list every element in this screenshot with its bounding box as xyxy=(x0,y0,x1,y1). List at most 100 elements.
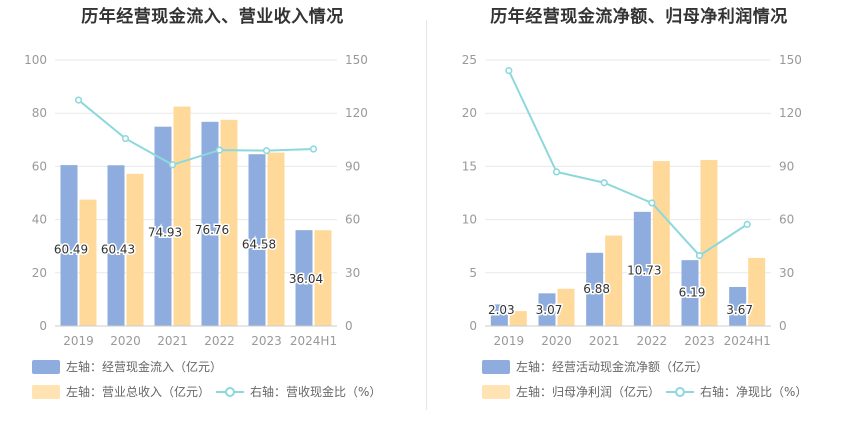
legend-item-profit[interactable]: 左轴：归母净利润（亿元） xyxy=(482,383,660,400)
panel-divider xyxy=(426,20,427,410)
ratio-point xyxy=(168,161,177,169)
bar-netflow xyxy=(586,252,604,326)
x-tick-label: 2020 xyxy=(541,334,572,348)
legend-item-revenue[interactable]: 左轴：营业总收入（亿元） xyxy=(32,383,210,400)
chart-plot-netflow-profit: 0 5 10 15 20 25 0 30 60 90 120 150 2019 2020 2021 2022 2… xyxy=(462,53,802,348)
legend-swatch-orange xyxy=(482,384,510,399)
bar-data-label: 76.76 xyxy=(195,223,229,237)
chart-plot-inflow-revenue: 0 20 40 60 80 100 0 30 60 90 120 150 2019 2020 2021 202… xyxy=(24,53,368,348)
x-tick-label: 2022 xyxy=(204,334,235,348)
x-tick-label: 2024H1 xyxy=(290,334,337,348)
y-right-tick-label: 0 xyxy=(345,319,353,333)
bar-data-label: 6.88 xyxy=(583,282,610,296)
y-left-tick-label: 20 xyxy=(462,106,477,120)
bar-data-label: 3.07 xyxy=(536,303,563,317)
ratio-point xyxy=(552,168,561,176)
bar-revenue xyxy=(126,173,144,326)
ratio-line xyxy=(77,99,314,166)
x-tick-label: 2021 xyxy=(589,334,620,348)
bar-inflow xyxy=(107,165,125,326)
legend-label: 右轴：营收现金比（%） xyxy=(250,385,382,399)
legend-label: 左轴：经营现金流入（亿元） xyxy=(66,360,223,374)
bar-profit xyxy=(700,160,718,326)
bar-data-label: 10.73 xyxy=(627,264,661,278)
y-right-tick-label: 30 xyxy=(779,266,794,280)
legend-label: 左轴：归母净利润（亿元） xyxy=(516,385,661,399)
y-right-tick-label: 60 xyxy=(779,213,794,227)
bar-inflow xyxy=(201,121,219,327)
y-right-tick-label: 120 xyxy=(345,106,368,120)
ratio-line xyxy=(507,70,748,257)
ratio-point xyxy=(74,96,83,104)
legend-item-ratio[interactable]: 右轴：净现比（%） xyxy=(666,383,807,400)
bar-data-label: 64.58 xyxy=(242,238,276,252)
ratio-point xyxy=(262,147,271,155)
legend-label: 右轴：净现比（%） xyxy=(700,385,808,399)
bar-data-label: 6.19 xyxy=(679,285,706,299)
x-tick-label: 2021 xyxy=(157,334,188,348)
y-right-tick-label: 60 xyxy=(345,213,360,227)
ratio-point xyxy=(695,251,704,260)
x-tick-label: 2020 xyxy=(110,334,141,348)
x-tick-label: 2022 xyxy=(637,334,668,348)
bar-revenue xyxy=(314,230,332,326)
y-right-tick-label: 0 xyxy=(779,319,787,333)
ratio-point xyxy=(215,146,224,154)
y-left-tick-label: 60 xyxy=(32,159,47,173)
legend-swatch-line xyxy=(666,385,694,399)
bar-netflow xyxy=(538,293,556,326)
bar-profit xyxy=(557,288,575,326)
y-left-tick-label: 40 xyxy=(32,213,47,227)
bar-revenue xyxy=(220,119,238,326)
legend-swatch-blue xyxy=(482,359,510,374)
y-left-tick-label: 0 xyxy=(469,319,477,333)
bar-netflow xyxy=(681,260,699,326)
bar-profit xyxy=(509,311,527,326)
bar-data-label: 60.49 xyxy=(54,243,88,257)
legend-item-netflow[interactable]: 左轴：经营活动现金流净额（亿元） xyxy=(482,358,708,375)
legend-swatch-blue xyxy=(32,359,60,374)
chart-panel-inflow-revenue: 历年经营现金流入、营业收入情况 0 20 40 60 80 100 0 30 60 90 120 15… xyxy=(24,7,381,400)
bar-revenue xyxy=(79,199,97,326)
y-right-tick-label: 90 xyxy=(345,159,360,173)
bar-data-label: 3.67 xyxy=(726,303,753,317)
bar-inflow xyxy=(60,165,78,326)
ratio-point xyxy=(309,145,318,153)
bar-inflow xyxy=(248,154,266,326)
bar-data-label: 74.93 xyxy=(148,225,182,239)
y-left-tick-label: 25 xyxy=(462,53,477,67)
y-left-tick-label: 0 xyxy=(39,319,47,333)
y-left-tick-label: 15 xyxy=(462,159,477,173)
legend-swatch-line xyxy=(216,385,244,399)
bar-profit xyxy=(652,161,670,326)
ratio-point xyxy=(600,179,608,187)
bar-data-label: 60.43 xyxy=(101,243,135,257)
ratio-point xyxy=(505,67,513,75)
x-tick-label: 2019 xyxy=(63,334,94,348)
ratio-point xyxy=(121,134,130,143)
bar-data-label: 36.04 xyxy=(289,272,323,286)
bar-profit xyxy=(605,235,623,326)
y-right-tick-label: 150 xyxy=(345,53,368,67)
y-right-tick-label: 150 xyxy=(779,53,802,67)
bar-revenue xyxy=(267,152,285,326)
chart-title: 历年经营现金流入、营业收入情况 xyxy=(81,7,344,27)
legend-item-ratio[interactable]: 右轴：营收现金比（%） xyxy=(216,383,381,400)
chart-title: 历年经营现金流净额、归母净利润情况 xyxy=(490,7,788,27)
bar-netflow xyxy=(633,211,651,326)
x-tick-label: 2023 xyxy=(251,334,282,348)
y-left-tick-label: 10 xyxy=(462,213,477,227)
y-left-tick-label: 80 xyxy=(32,106,47,120)
legend-label: 左轴：营业总收入（亿元） xyxy=(66,385,211,399)
chart-panel-netflow-profit: 历年经营现金流净额、归母净利润情况 0 5 10 15 20 25 0 30 60 90 120 15… xyxy=(428,0,850,437)
bar-inflow xyxy=(295,230,313,326)
bar-netflow xyxy=(729,286,747,326)
y-right-tick-label: 90 xyxy=(779,159,794,173)
y-right-tick-label: 120 xyxy=(779,106,802,120)
legend-label: 左轴：经营活动现金流净额（亿元） xyxy=(516,360,709,374)
y-right-tick-label: 30 xyxy=(345,266,360,280)
ratio-point xyxy=(743,220,751,228)
legend-item-inflow[interactable]: 左轴：经营现金流入（亿元） xyxy=(32,358,222,375)
bar-netflow xyxy=(490,304,508,326)
